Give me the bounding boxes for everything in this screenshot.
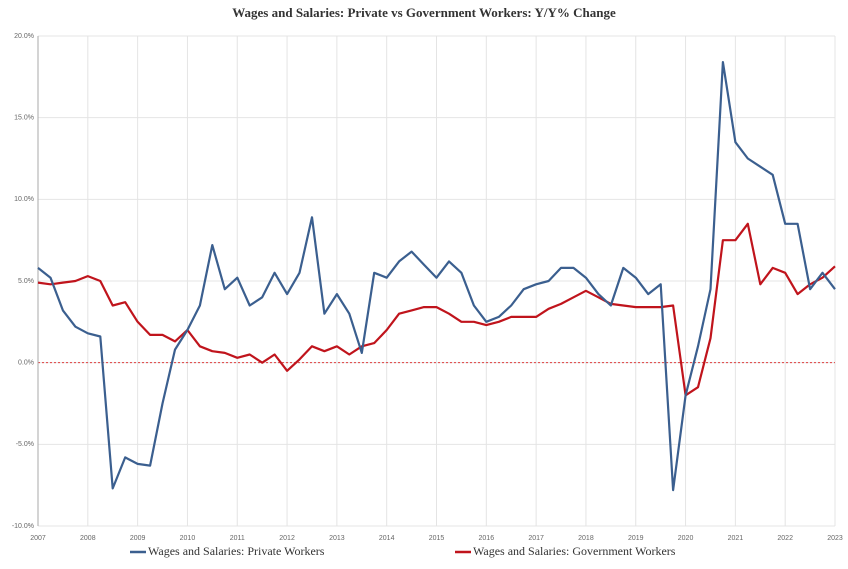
y-tick-label: -5.0% [16, 441, 34, 448]
x-tick-label: 2008 [80, 535, 96, 542]
x-tick-label: 2016 [479, 535, 495, 542]
chart-title: Wages and Salaries: Private vs Governmen… [232, 5, 616, 20]
x-tick-label: 2014 [379, 535, 395, 542]
y-tick-label: 15.0% [14, 115, 34, 122]
y-tick-label: 0.0% [18, 360, 34, 367]
legend-label: Wages and Salaries: Government Workers [473, 544, 676, 558]
x-tick-label: 2017 [528, 535, 544, 542]
x-tick-label: 2022 [777, 535, 793, 542]
y-tick-label: 5.0% [18, 278, 34, 285]
x-tick-label: 2012 [279, 535, 295, 542]
legend-label: Wages and Salaries: Private Workers [148, 544, 325, 558]
series-line [37, 61, 836, 492]
x-tick-label: 2010 [180, 535, 196, 542]
x-tick-label: 2013 [329, 535, 345, 542]
y-tick-label: -10.0% [12, 523, 34, 530]
x-tick-label: 2021 [728, 535, 744, 542]
x-tick-label: 2023 [827, 535, 843, 542]
x-tick-label: 2018 [578, 535, 594, 542]
series-line [37, 222, 836, 397]
y-tick-label: 10.0% [14, 196, 34, 203]
x-tick-label: 2019 [628, 535, 644, 542]
x-tick-label: 2007 [30, 535, 46, 542]
x-tick-label: 2011 [230, 535, 245, 542]
x-tick-label: 2009 [130, 535, 146, 542]
x-tick-label: 2015 [429, 535, 445, 542]
x-tick-label: 2020 [678, 535, 694, 542]
y-tick-label: 20.0% [14, 33, 34, 40]
